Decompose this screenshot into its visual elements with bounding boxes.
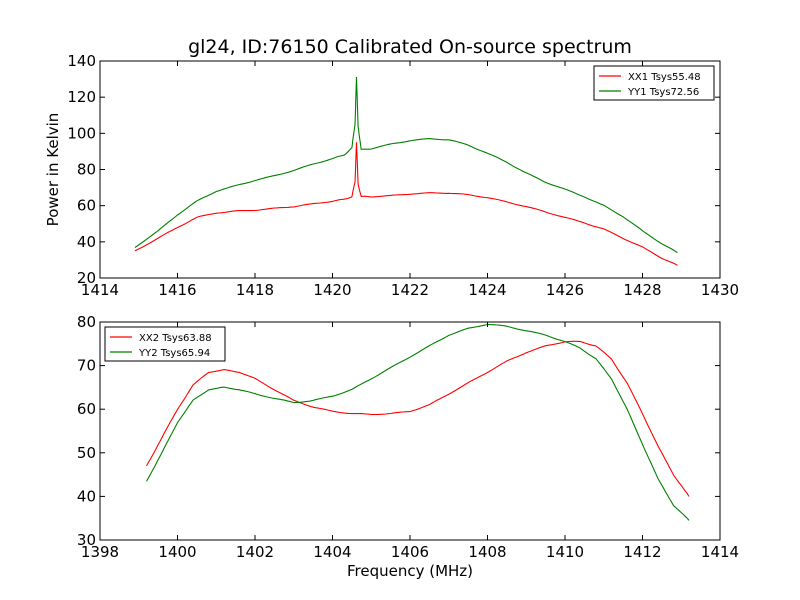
- x-tick-label: 1398: [81, 543, 119, 561]
- x-tick-label: 1426: [546, 281, 584, 299]
- y-tick-label: 120: [67, 88, 96, 106]
- series-line-1-1: [134, 142, 678, 266]
- legend-entry: YY1 Tsys72.56: [627, 87, 699, 98]
- legend: XX2 Tsys63.88 YY2 Tsys65.94: [104, 326, 226, 362]
- y-tick-label: 50: [77, 444, 96, 462]
- y-tick-label: 20: [77, 269, 96, 287]
- x-tick-label: 1414: [701, 543, 739, 561]
- legend-entry: YY2 Tsys65.94: [138, 348, 210, 359]
- y-tick-label: 40: [77, 233, 96, 251]
- x-tick-label: 1420: [313, 281, 351, 299]
- y-tick-label: 140: [67, 52, 96, 70]
- legend-entry: XX2 Tsys63.88: [139, 333, 212, 344]
- x-tick-label: 1410: [546, 543, 584, 561]
- y-tick-label: 80: [77, 161, 96, 179]
- y-tick-label: 80: [77, 313, 96, 331]
- x-tick-label: 1400: [158, 543, 196, 561]
- x-tick-label: 1424: [468, 281, 506, 299]
- y-tick-label: 60: [77, 197, 96, 215]
- legend-entry: XX1 Tsys55.48: [628, 72, 701, 83]
- y-tick-label: 40: [77, 487, 96, 505]
- x-tick-label: 1402: [236, 543, 274, 561]
- figure-title: gl24, ID:76150 Calibrated On-source spec…: [188, 36, 632, 58]
- x-tick-label: 1414: [81, 281, 119, 299]
- top-spectrum-plot: 1414 1416 1418 1420 1422 1424 1426 1428 1430 20 40…: [44, 52, 739, 299]
- series-line-2-2: [146, 323, 690, 521]
- x-tick-label: 1428: [623, 281, 661, 299]
- legend-box: [104, 326, 226, 362]
- legend-box: [593, 65, 715, 101]
- x-tick-label: 1406: [391, 543, 429, 561]
- series-line-1-2: [134, 76, 678, 254]
- x-tick-label: 1412: [623, 543, 661, 561]
- y-tick-label: 70: [77, 357, 96, 375]
- bottom-spectrum-plot: 1398 1400 1402 1404 1406 1408 1410 1412 1414 30 40…: [77, 313, 739, 561]
- x-tick-label: 1416: [158, 281, 196, 299]
- y-tick-label: 100: [67, 124, 96, 142]
- x-axis-label: Frequency (MHz): [347, 562, 473, 580]
- y-tick-label: 30: [77, 531, 96, 549]
- x-tick-label: 1404: [313, 543, 351, 561]
- series-line-2-1: [146, 340, 690, 497]
- x-tick-label: 1418: [236, 281, 274, 299]
- legend: XX1 Tsys55.48 YY1 Tsys72.56: [593, 65, 715, 101]
- y-tick-label: 60: [77, 400, 96, 418]
- y-axis-label: Power in Kelvin: [44, 113, 62, 227]
- x-tick-label: 1422: [391, 281, 429, 299]
- x-tick-label: 1408: [468, 543, 506, 561]
- x-tick-label: 1430: [701, 281, 739, 299]
